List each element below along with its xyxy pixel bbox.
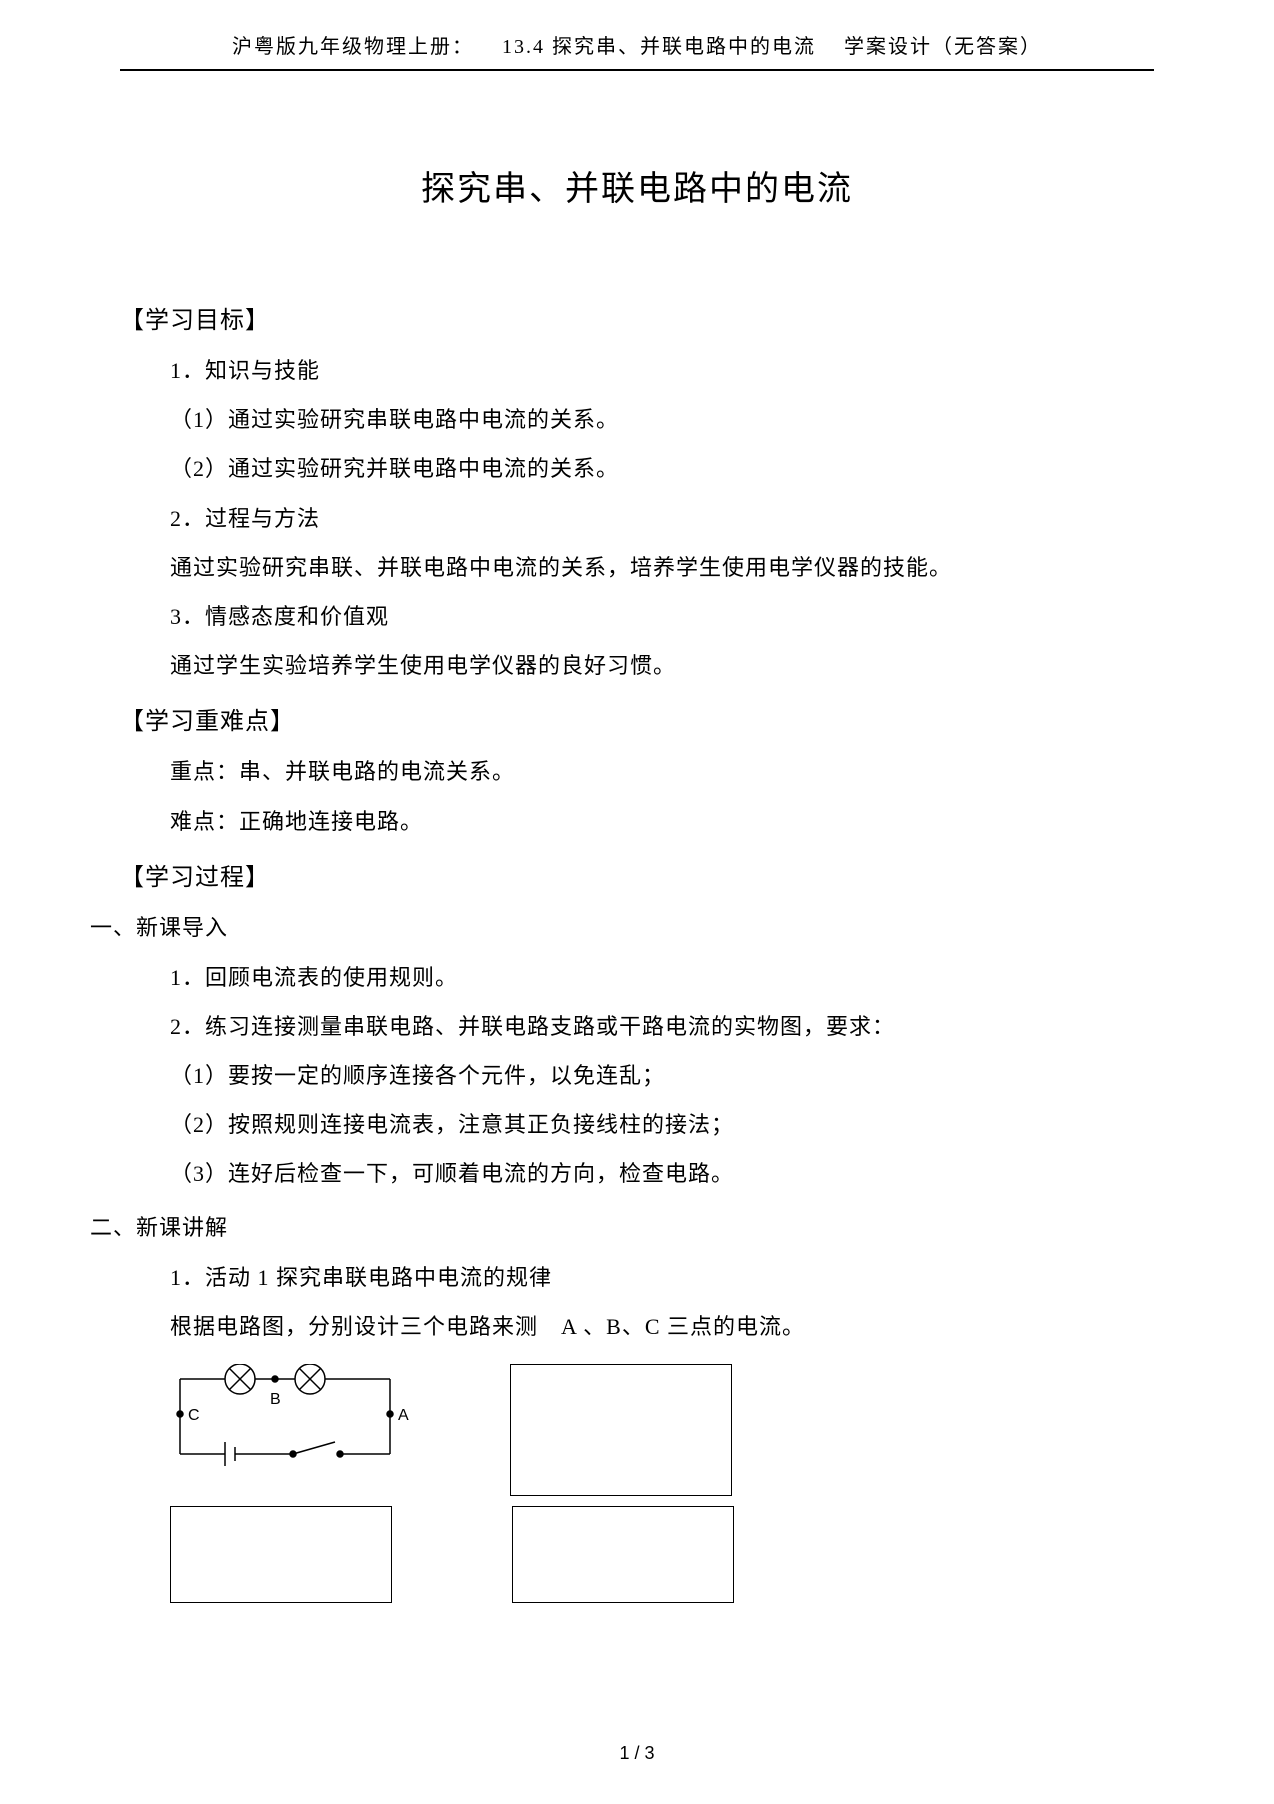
header-left: 沪粤版九年级物理上册：	[232, 36, 474, 58]
header-mid: 13.4 探究串、并联电路中的电流	[502, 36, 816, 58]
page-number: 1 / 3	[0, 1743, 1274, 1764]
section-1-2-3: （3）连好后检查一下，可顺着电流的方向，检查电路。	[170, 1156, 1154, 1191]
process-heading: 【学习过程】	[120, 857, 1154, 892]
difficulty-1: 重点：串、并联电路的电流关系。	[170, 754, 1154, 789]
objective-3: 3．情感态度和价值观	[170, 599, 1154, 634]
circuit-label-a: A	[398, 1407, 409, 1424]
objective-2: 2．过程与方法	[170, 501, 1154, 536]
page: 沪粤版九年级物理上册： 13.4 探究串、并联电路中的电流 学案设计（无答案） 探究…	[0, 0, 1274, 1804]
section-1-2: 2．练习连接测量串联电路、并联电路支路或干路电流的实物图，要求：	[170, 1009, 1154, 1044]
diagram-row-2	[170, 1506, 1154, 1603]
document-title: 探究串、并联电路中的电流	[120, 161, 1154, 210]
diagram-row-1: B C A	[170, 1364, 1154, 1496]
objective-2-text: 通过实验研究串联、并联电路中电流的关系，培养学生使用电学仪器的技能。	[170, 550, 1154, 585]
circuit-diagram: B C A	[170, 1364, 390, 1464]
section-2-1-text: 根据电路图，分别设计三个电路来测 A 、B、C 三点的电流。	[170, 1309, 1154, 1344]
objective-1-1: （1）通过实验研究串联电路中电流的关系。	[170, 402, 1154, 437]
circuit-label-b: B	[270, 1391, 281, 1408]
page-header: 沪粤版九年级物理上册： 13.4 探究串、并联电路中的电流 学案设计（无答案）	[120, 30, 1154, 71]
circuit-label-c: C	[188, 1407, 200, 1424]
section-1-heading: 一、新课导入	[90, 910, 1154, 942]
section-1-2-2: （2）按照规则连接电流表，注意其正负接线柱的接法；	[170, 1107, 1154, 1142]
objective-1: 1．知识与技能	[170, 353, 1154, 388]
section-1-2-1: （1）要按一定的顺序连接各个元件，以免连乱；	[170, 1058, 1154, 1093]
objective-3-text: 通过学生实验培养学生使用电学仪器的良好习惯。	[170, 648, 1154, 683]
blank-box-1	[510, 1364, 732, 1496]
header-right: 学案设计（无答案）	[844, 36, 1042, 58]
objective-1-2: （2）通过实验研究并联电路中电流的关系。	[170, 451, 1154, 486]
difficulty-2: 难点：正确地连接电路。	[170, 804, 1154, 839]
difficulty-heading: 【学习重难点】	[120, 701, 1154, 736]
section-2-heading: 二、新课讲解	[90, 1210, 1154, 1242]
blank-box-2	[170, 1506, 392, 1603]
section-1-1: 1．回顾电流表的使用规则。	[170, 960, 1154, 995]
blank-box-3	[512, 1506, 734, 1603]
section-2-1: 1．活动 1 探究串联电路中电流的规律	[170, 1260, 1154, 1295]
objectives-heading: 【学习目标】	[120, 300, 1154, 335]
circuit-svg: B C A	[170, 1364, 410, 1474]
